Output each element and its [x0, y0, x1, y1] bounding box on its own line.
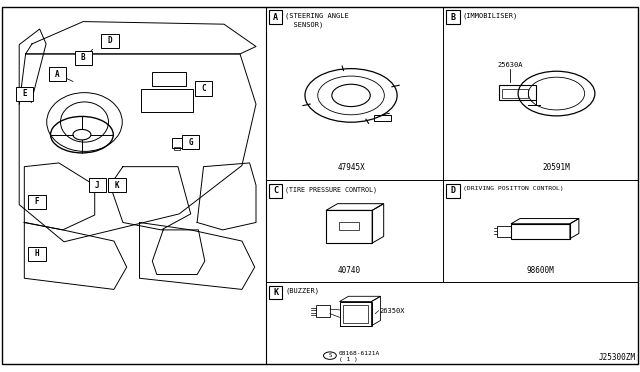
Bar: [326, 211, 372, 243]
Text: D: D: [108, 36, 113, 45]
Text: (STEERING ANGLE
  SENSOR): (STEERING ANGLE SENSOR): [285, 13, 349, 28]
Text: G: G: [188, 138, 193, 147]
Bar: [182, 135, 200, 149]
Text: 25630A: 25630A: [497, 62, 522, 68]
Text: S: S: [328, 353, 332, 358]
Bar: [74, 51, 92, 65]
Bar: [269, 184, 282, 198]
Text: (TIRE PRESSURE CONTROL): (TIRE PRESSURE CONTROL): [285, 186, 378, 193]
Bar: [141, 89, 193, 112]
Text: 08168-6121A: 08168-6121A: [339, 351, 380, 356]
Text: A: A: [55, 70, 60, 79]
Text: B: B: [81, 53, 86, 62]
Text: C: C: [273, 186, 278, 195]
Bar: [15, 87, 33, 101]
Text: C: C: [201, 84, 206, 93]
Text: E: E: [22, 89, 27, 98]
Bar: [446, 10, 460, 24]
Bar: [511, 224, 570, 239]
Text: 20591M: 20591M: [543, 163, 570, 172]
Text: H: H: [35, 249, 40, 258]
Bar: [29, 195, 46, 209]
Bar: [339, 221, 360, 230]
Bar: [499, 86, 536, 100]
Bar: [174, 147, 180, 150]
Text: J: J: [95, 181, 100, 190]
Text: J25300ZM: J25300ZM: [598, 353, 636, 362]
Bar: [339, 301, 371, 326]
Bar: [49, 67, 67, 81]
Text: K: K: [115, 181, 120, 190]
Bar: [269, 286, 282, 299]
Text: (DRIVING POSITTON CONTROL): (DRIVING POSITTON CONTROL): [463, 186, 563, 191]
Bar: [152, 72, 186, 86]
Text: A: A: [273, 13, 278, 22]
Text: 40740: 40740: [337, 266, 361, 275]
Text: 26350X: 26350X: [380, 308, 405, 314]
Bar: [316, 305, 330, 317]
Bar: [374, 115, 390, 121]
Bar: [269, 10, 282, 24]
Bar: [195, 81, 212, 96]
Bar: [108, 178, 125, 192]
Bar: [343, 305, 369, 323]
Text: 98600M: 98600M: [527, 266, 554, 275]
Text: (BUZZER): (BUZZER): [285, 288, 319, 294]
Bar: [29, 247, 46, 261]
Bar: [101, 34, 119, 48]
Text: 47945X: 47945X: [337, 163, 365, 172]
Bar: [497, 225, 511, 237]
Bar: [88, 178, 106, 192]
Text: K: K: [273, 288, 278, 297]
Text: F: F: [35, 197, 40, 206]
Text: D: D: [451, 186, 455, 195]
Text: (IMMOBILISER): (IMMOBILISER): [463, 13, 518, 19]
Bar: [502, 89, 528, 98]
Bar: [172, 138, 196, 148]
Text: ( 1 ): ( 1 ): [339, 357, 358, 362]
Text: B: B: [451, 13, 455, 22]
Bar: [446, 184, 460, 198]
